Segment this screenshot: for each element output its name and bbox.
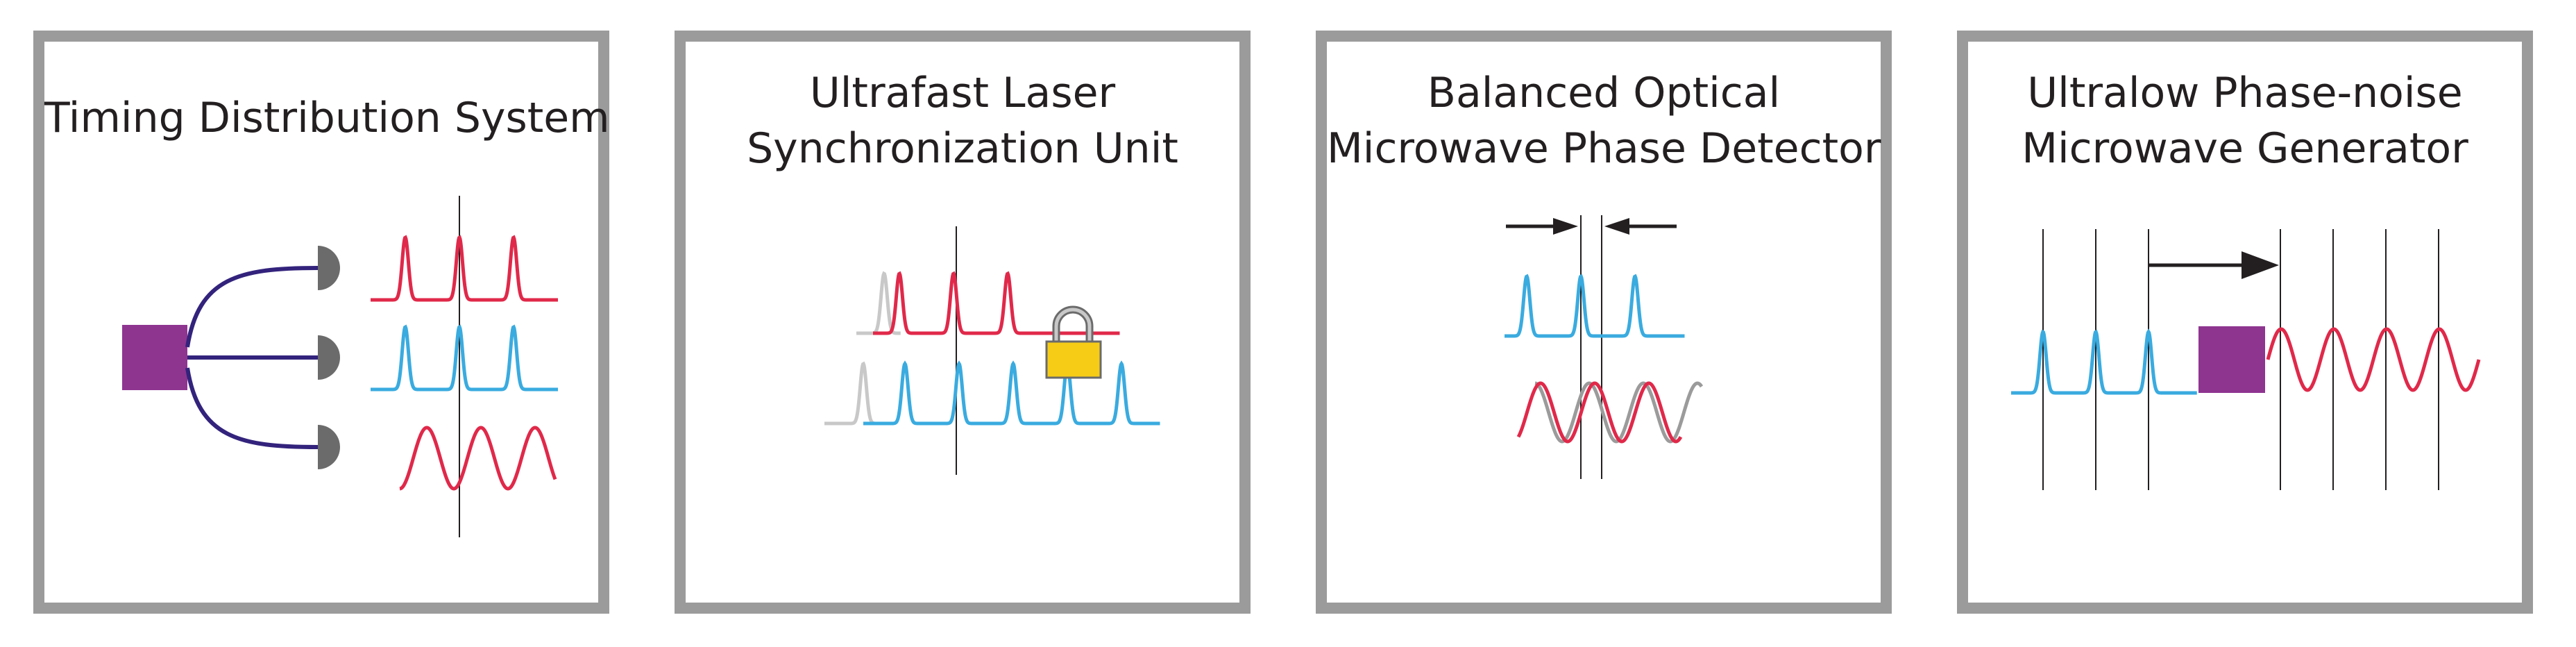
panel-title-line: Ultrafast Laser (809, 69, 1116, 117)
gray-pulse-train-bottom (824, 361, 877, 426)
blue-pulse-train (371, 324, 558, 392)
panel-title-line: Balanced Optical (1427, 69, 1781, 117)
gray-pulse-train-top (856, 271, 901, 335)
laser-sync-diagram (824, 226, 1160, 475)
timing-reference-lines (2042, 229, 2439, 490)
panel-title: Ultrafast Laser Synchronization Unit (686, 65, 1239, 176)
photodetector-icon (318, 425, 340, 469)
panel-title-line: Synchronization Unit (747, 124, 1178, 173)
fiber-branch-top (185, 266, 319, 348)
panel-title: Balanced Optical Microwave Phase Detecto… (1327, 65, 1881, 176)
panel-laser-synchronization: Ultrafast Laser Synchronization Unit (675, 31, 1251, 614)
panel-title-line: Timing Distribution System (44, 94, 610, 142)
red-microwave-sine (2266, 327, 2481, 392)
fiber-splitter-icon (185, 266, 319, 449)
photodetector-icon (318, 335, 340, 380)
microwave-sine-wave (399, 426, 557, 491)
timing-distribution-diagram (122, 196, 558, 537)
blue-pulse-train (863, 360, 1160, 426)
red-microwave-sine (1516, 381, 1683, 444)
blue-pulse-train (2011, 328, 2197, 395)
padlock-icon (1045, 305, 1102, 379)
panel-title-line: Microwave Generator (2022, 124, 2468, 173)
phase-detector-diagram (1505, 215, 1704, 479)
panel-microwave-generator: Ultralow Phase-noise Microwave Generator (1957, 31, 2533, 614)
panel-title-line: Ultralow Phase-noise (2027, 69, 2463, 117)
red-pulse-train (371, 235, 558, 302)
arrow-icon (1506, 218, 1578, 235)
laser-source-block (122, 325, 187, 390)
panel-title: Timing Distribution System (44, 90, 610, 146)
photodetector-icon (318, 246, 340, 290)
arrow-icon (2149, 251, 2279, 279)
panel-timing-distribution: Timing Distribution System (33, 31, 610, 614)
panel-phase-detector: Balanced Optical Microwave Phase Detecto… (1316, 31, 1892, 614)
microwave-source-icon (2198, 326, 2265, 393)
blue-pulse-train (1505, 274, 1685, 338)
arrow-icon (1604, 218, 1677, 235)
red-pulse-train (873, 271, 1120, 335)
panel-title: Ultralow Phase-noise Microwave Generator (1968, 65, 2522, 176)
microwave-generator-diagram (2011, 229, 2481, 490)
fiber-branch-bottom (185, 367, 319, 449)
panel-title-line: Microwave Phase Detector (1327, 124, 1881, 173)
